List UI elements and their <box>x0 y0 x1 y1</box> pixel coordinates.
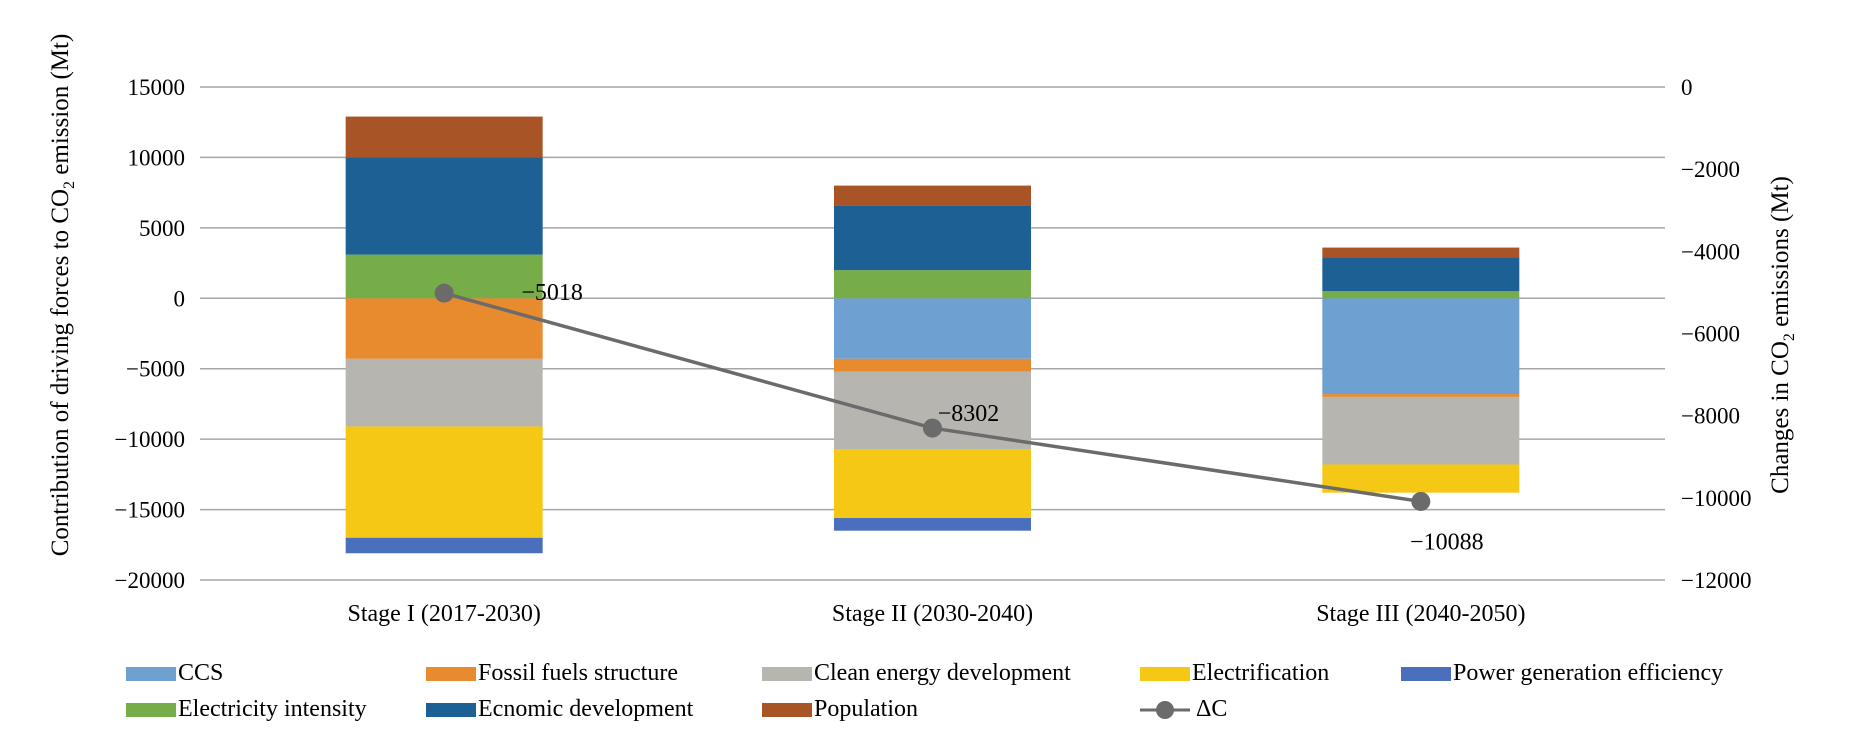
y-tick-label: −10000 <box>115 427 185 452</box>
bar-segment <box>345 426 543 538</box>
y-axis-title-pre: Contribution of driving forces to CO <box>47 189 74 556</box>
legend-item: Population <box>762 696 918 723</box>
y2-tick-label: −10000 <box>1681 486 1751 511</box>
legend-label: Electricity intensity <box>178 696 367 722</box>
bar-segment <box>345 157 543 255</box>
bar-stacks <box>345 116 1520 554</box>
legend-swatch <box>1401 666 1451 681</box>
bar-segment <box>834 270 1031 299</box>
y2-tick-label: −12000 <box>1681 568 1751 593</box>
delta-c-marker <box>923 418 942 438</box>
y-axis-title-sub: 2 <box>61 181 78 189</box>
delta-c-marker <box>434 283 454 303</box>
y-axis-title: Contribution of driving forces to CO2 em… <box>47 34 78 557</box>
delta-c-data-label: −10088 <box>1410 529 1484 555</box>
legend-swatch <box>1140 666 1190 681</box>
right-axis-ticks: 0 −2000 −4000 −6000 −8000 −10000 −12000 <box>1681 75 1751 593</box>
legend-item: Fossil fuels structure <box>426 660 678 687</box>
category-labels: Stage I (2017-2030) Stage II (2030-2040) S… <box>348 601 1526 627</box>
legend-marker <box>1156 700 1174 719</box>
y2-axis-title-post: emissions (Mt) <box>1767 176 1794 333</box>
legend-swatch <box>762 702 812 717</box>
legend-label: Fossil fuels structure <box>478 660 678 686</box>
y2-tick-label: −6000 <box>1681 322 1740 347</box>
legend-label: Ecnomic development <box>478 696 694 722</box>
bar-segment <box>1322 298 1520 395</box>
y2-tick-label: −2000 <box>1681 157 1740 182</box>
legend-item: Electricity intensity <box>126 696 367 723</box>
legend-label: ΔC <box>1196 696 1228 722</box>
legend-swatch <box>126 702 176 717</box>
bar-segment <box>834 449 1031 519</box>
legend-label: Electrification <box>1192 660 1330 686</box>
line-data-labels: −5018 −8302 −10088 <box>521 280 1483 555</box>
legend-swatch <box>126 666 176 681</box>
y2-axis-title-pre: Changes in CO <box>1767 341 1794 494</box>
legend-swatch <box>426 666 476 681</box>
legend-label: Clean energy development <box>814 660 1071 686</box>
y-axis-title-post: emission (Mt) <box>47 34 74 181</box>
bar-segment <box>345 358 543 427</box>
bar-segment <box>345 298 543 359</box>
legend-item: Power generation efficiency <box>1401 660 1723 687</box>
legend-swatch <box>426 702 476 717</box>
legend-label: CCS <box>178 660 224 686</box>
y2-tick-label: −8000 <box>1681 404 1740 429</box>
legend-line-swatch <box>1140 700 1190 719</box>
bar-segment <box>1322 291 1520 299</box>
bar-segment <box>834 358 1031 372</box>
left-axis-ticks: 15000 10000 5000 0 −5000 −10000 −15000 −20000 <box>115 75 185 593</box>
x-category-label: Stage II (2030-2040) <box>832 601 1033 627</box>
y-tick-label: −15000 <box>115 498 185 523</box>
bar-segment <box>345 537 543 554</box>
legend-swatch <box>762 666 812 681</box>
y2-axis-title: Changes in CO2 emissions (Mt) <box>1767 176 1798 494</box>
bar-segment <box>345 116 543 158</box>
legend-label: Population <box>814 696 919 722</box>
x-category-label: Stage III (2040-2050) <box>1316 601 1525 627</box>
y-tick-label: −5000 <box>126 357 185 382</box>
bar-segment <box>834 298 1031 359</box>
x-category-label: Stage I (2017-2030) <box>348 601 541 627</box>
delta-c-marker <box>1411 491 1431 511</box>
y2-tick-label: −4000 <box>1681 239 1740 264</box>
legend-label: Power generation efficiency <box>1453 660 1724 686</box>
y-tick-label: 15000 <box>128 75 186 100</box>
y-tick-label: 5000 <box>139 216 185 241</box>
y-tick-label: 0 <box>174 286 186 311</box>
bar-segment <box>1322 464 1520 493</box>
bar-segment <box>1322 394 1520 397</box>
legend-item: Electrification <box>1140 660 1329 687</box>
delta-c-data-label: −8302 <box>938 401 1000 427</box>
bar-segment <box>834 185 1031 206</box>
legend-item: Ecnomic development <box>426 696 693 723</box>
delta-c-data-label: −5018 <box>521 280 583 306</box>
y2-tick-label: 0 <box>1681 75 1693 100</box>
bar-segment <box>834 518 1031 531</box>
delta-c-line <box>434 283 1431 511</box>
legend-item: CCS <box>126 660 223 687</box>
y2-axis-title-sub: 2 <box>1781 333 1798 341</box>
bar-segment <box>1322 257 1520 292</box>
bar-segment <box>834 205 1031 271</box>
legend-item: Clean energy development <box>762 660 1071 687</box>
bar-segment <box>1322 247 1520 258</box>
legend-item-delta-c: ΔC <box>1140 696 1227 723</box>
y-tick-label: 10000 <box>128 145 186 170</box>
y-tick-label: −20000 <box>115 568 185 593</box>
bar-segment <box>1322 396 1520 465</box>
